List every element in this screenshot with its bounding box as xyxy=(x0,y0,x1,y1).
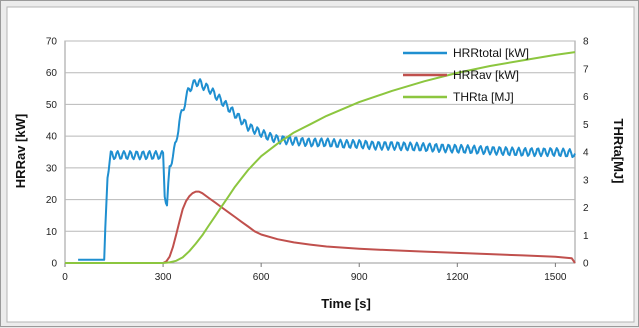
x-axis-title: Time [s] xyxy=(321,296,371,311)
series-layer xyxy=(65,51,576,264)
y-right-tick-label: 6 xyxy=(583,92,589,103)
y-left-tick-label: 30 xyxy=(46,163,58,174)
y-left-tick-label: 70 xyxy=(46,37,58,48)
x-tick-label: 1200 xyxy=(446,272,469,283)
legend-label: THRta [MJ] xyxy=(453,90,514,104)
y-right-axis-title: THRta[MJ] xyxy=(611,119,626,184)
y-right-tick-label: 1 xyxy=(583,231,589,242)
y-left-tick-label: 60 xyxy=(46,68,58,79)
y-right-tick-label: 5 xyxy=(583,120,589,131)
series-line-hrrav-kw xyxy=(65,190,576,264)
y-left-tick-label: 50 xyxy=(46,100,58,111)
x-tick-label: 1500 xyxy=(544,272,567,283)
legend: HRRtotal [kW] HRRav [kW] THRta [MJ] xyxy=(403,46,529,104)
y-left-tick-label: 10 xyxy=(46,227,58,238)
y-left-axis-title: HRRav [kW] xyxy=(13,114,28,188)
x-tick-label: 300 xyxy=(155,272,172,283)
y-right-tick-label: 3 xyxy=(583,175,589,186)
x-tick-label: 600 xyxy=(253,272,270,283)
y-right-tick-label: 0 xyxy=(583,259,589,270)
y-left-tick-label: 40 xyxy=(46,132,58,143)
legend-label: HRRav [kW] xyxy=(453,68,519,82)
y-right-tick-label: 8 xyxy=(583,37,589,48)
y-left-tick-label: 0 xyxy=(51,259,57,270)
x-tick-label: 900 xyxy=(351,272,368,283)
y-right-tick-label: 4 xyxy=(583,148,589,159)
legend-label: HRRtotal [kW] xyxy=(453,46,529,60)
y-right-tick-label: 7 xyxy=(583,64,589,75)
y-left-tick-label: 20 xyxy=(46,195,58,206)
x-tick-label: 0 xyxy=(62,272,68,283)
series-line-hrrtotal-kw xyxy=(78,78,576,261)
series-line-thrta-mj xyxy=(65,51,576,264)
y-right-tick-label: 2 xyxy=(583,203,589,214)
